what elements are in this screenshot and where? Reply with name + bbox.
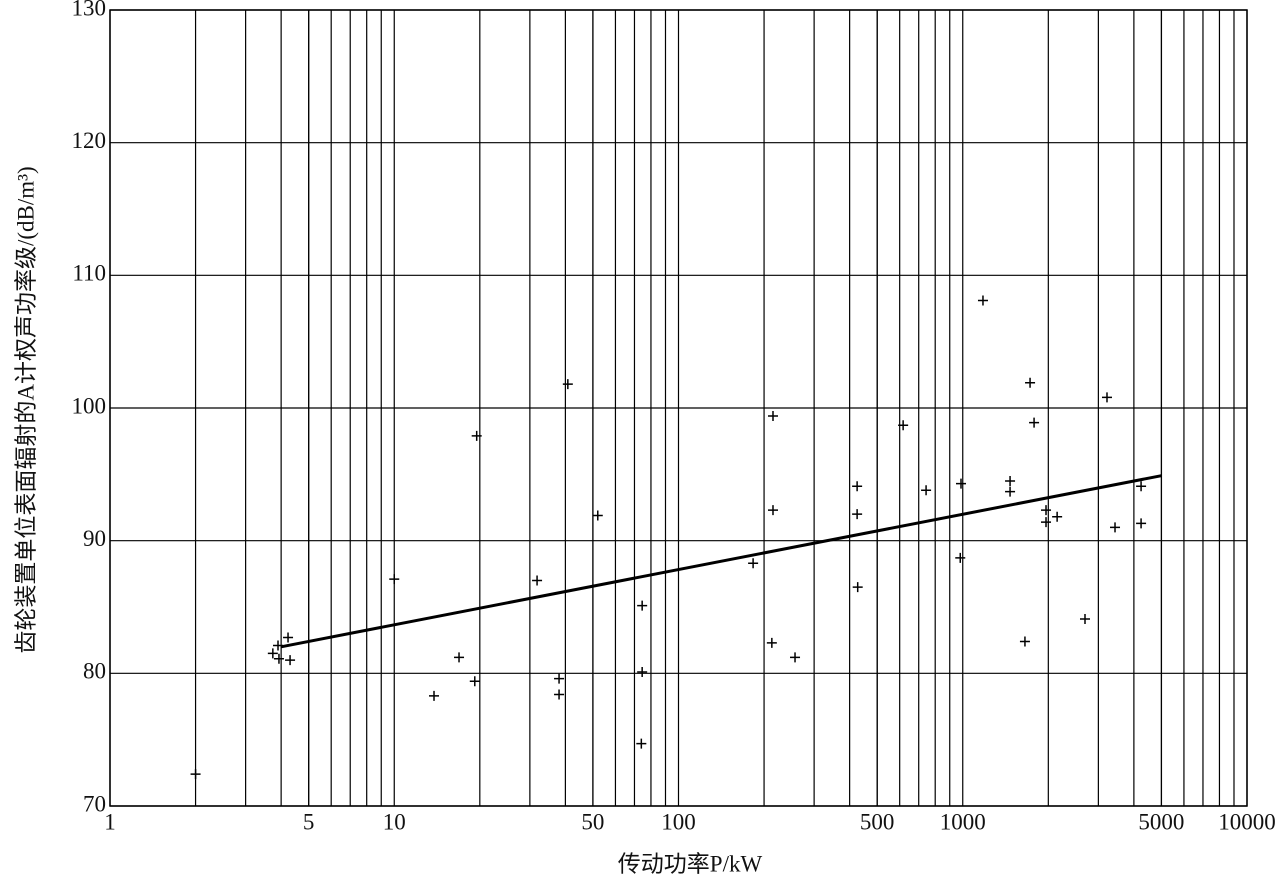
fit-line bbox=[280, 474, 1162, 649]
data-point bbox=[956, 478, 967, 489]
data-point bbox=[469, 676, 480, 687]
data-point bbox=[562, 379, 573, 390]
data-point bbox=[766, 637, 777, 648]
data-point bbox=[267, 648, 278, 659]
data-point bbox=[852, 582, 863, 593]
data-point bbox=[1019, 636, 1030, 647]
data-point bbox=[637, 667, 648, 678]
data-point bbox=[389, 574, 400, 585]
data-point bbox=[1080, 613, 1090, 624]
x-tick-label: 50 bbox=[581, 809, 604, 834]
y-tick-label: 120 bbox=[72, 128, 107, 153]
y-tick-label: 80 bbox=[83, 659, 106, 684]
data-point bbox=[283, 632, 294, 643]
x-tick-label: 100 bbox=[661, 809, 696, 834]
data-point bbox=[1052, 511, 1063, 522]
data-point bbox=[1041, 517, 1052, 528]
y-tick-label: 70 bbox=[83, 791, 106, 816]
data-point bbox=[454, 652, 465, 663]
x-tick-label: 10000 bbox=[1218, 809, 1276, 834]
y-tick-label: 100 bbox=[72, 393, 107, 418]
data-point bbox=[1136, 518, 1147, 529]
data-point bbox=[1101, 392, 1112, 403]
data-point bbox=[955, 552, 966, 563]
data-point bbox=[790, 652, 801, 663]
data-point bbox=[429, 690, 440, 701]
data-point bbox=[592, 510, 603, 521]
data-point bbox=[898, 420, 909, 431]
x-tick-label: 500 bbox=[860, 809, 895, 834]
data-point bbox=[921, 485, 932, 496]
plot-frame bbox=[109, 9, 1248, 807]
y-tick-label: 130 bbox=[72, 0, 107, 20]
data-point bbox=[852, 481, 863, 492]
data-point bbox=[1005, 475, 1016, 486]
data-point bbox=[1025, 377, 1036, 388]
data-point bbox=[1110, 522, 1121, 533]
data-point bbox=[554, 689, 565, 700]
data-point bbox=[767, 505, 778, 516]
data-point bbox=[285, 655, 296, 666]
y-tick-label: 90 bbox=[83, 526, 106, 551]
y-axis-label: 齿轮装置单位表面辐射的A计权声功率级/(dB/m³) bbox=[13, 166, 38, 653]
data-point bbox=[637, 600, 648, 611]
y-tick-label: 110 bbox=[72, 261, 106, 286]
data-point bbox=[532, 575, 543, 586]
x-tick-label: 5 bbox=[303, 809, 315, 834]
data-point bbox=[748, 558, 759, 569]
x-tick-label: 5000 bbox=[1138, 809, 1184, 834]
x-tick-label: 10 bbox=[383, 809, 406, 834]
data-point bbox=[190, 769, 201, 780]
x-tick-label: 1000 bbox=[940, 809, 986, 834]
data-point bbox=[554, 673, 565, 684]
data-point bbox=[1041, 505, 1052, 516]
data-point bbox=[852, 509, 863, 520]
data-point bbox=[471, 430, 482, 441]
x-axis-label: 传动功率P/kW bbox=[618, 851, 763, 876]
data-point bbox=[1029, 417, 1040, 428]
data-point bbox=[273, 653, 284, 664]
data-point bbox=[977, 295, 988, 306]
data-point bbox=[636, 738, 647, 749]
x-tick-label: 1 bbox=[104, 809, 116, 834]
data-point bbox=[1005, 486, 1016, 497]
data-point bbox=[1136, 481, 1147, 492]
data-point bbox=[767, 410, 778, 421]
